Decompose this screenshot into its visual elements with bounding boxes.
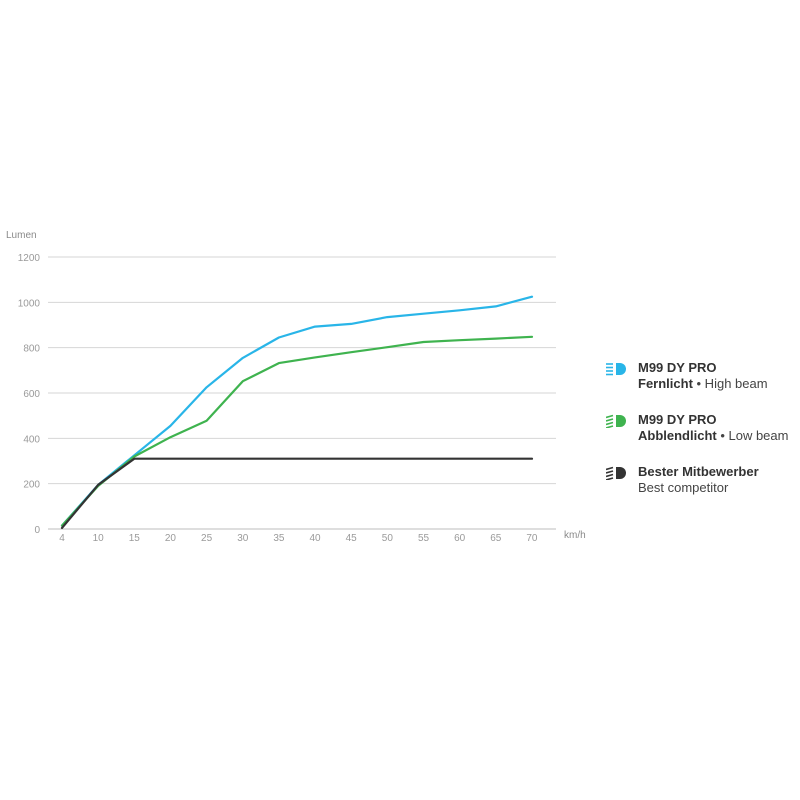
x-tick-label: 25	[201, 533, 213, 544]
series-line-low	[60, 335, 534, 527]
x-tick-label: 65	[490, 533, 502, 544]
x-tick-label: 40	[309, 533, 321, 544]
y-tick-label: 1200	[18, 253, 41, 264]
x-tick-label: 15	[129, 533, 141, 544]
x-tick-label: 4	[59, 533, 65, 544]
grid-lines	[48, 256, 556, 530]
legend-item-high-beam: M99 DY PRO Fernlicht • High beam	[606, 360, 800, 392]
legend-subtitle-rest: • Low beam	[716, 428, 789, 443]
x-tick-label: 50	[382, 533, 394, 544]
legend-subtitle: Fernlicht • High beam	[638, 376, 800, 392]
headlight-competitor-icon	[606, 466, 626, 480]
series-lines	[60, 295, 534, 530]
x-tick-label: 55	[418, 533, 430, 544]
legend-subtitle-rest: • High beam	[692, 376, 768, 391]
x-tick-label: 60	[454, 533, 466, 544]
y-tick-label: 400	[23, 434, 40, 445]
y-tick-labels: 0 200 400 600 800 1000 1200	[18, 253, 41, 536]
x-tick-label: 45	[346, 533, 358, 544]
y-tick-label: 1000	[18, 298, 41, 309]
x-tick-labels: 4 10 15 20 25 30 35 40 45 50 55 60 65 70	[59, 533, 538, 544]
legend-item-competitor: Bester Mitbewerber Best competitor	[606, 464, 800, 496]
series-line-high	[60, 295, 534, 527]
legend-title: M99 DY PRO	[638, 412, 717, 427]
legend-item-low-beam: M99 DY PRO Abblendlicht • Low beam	[606, 412, 800, 444]
legend-title: M99 DY PRO	[638, 360, 717, 375]
legend-subtitle-bold: Fernlicht	[638, 376, 693, 391]
x-tick-label: 30	[237, 533, 249, 544]
legend-subtitle-bold: Abblendlicht	[638, 428, 717, 443]
legend-subtitle: Best competitor	[638, 480, 800, 496]
legend-subtitle-rest: Best competitor	[638, 480, 729, 495]
legend-title: Bester Mitbewerber	[638, 464, 759, 479]
x-tick-label: 20	[165, 533, 177, 544]
legend-subtitle: Abblendlicht • Low beam	[638, 428, 800, 444]
legend: M99 DY PRO Fernlicht • High beam M99 DY …	[606, 360, 800, 516]
y-tick-label: 800	[23, 344, 40, 355]
y-axis-label: Lumen	[6, 230, 37, 241]
y-tick-label: 0	[34, 525, 40, 536]
x-tick-label: 10	[93, 533, 105, 544]
headlight-low-icon	[606, 414, 626, 428]
x-tick-label: 70	[526, 533, 538, 544]
headlight-high-icon	[606, 363, 626, 376]
series-line-competitor	[60, 457, 534, 530]
y-tick-label: 600	[23, 389, 40, 400]
x-tick-label: 35	[273, 533, 285, 544]
y-tick-label: 200	[23, 480, 40, 491]
x-axis-label: km/h	[564, 530, 586, 541]
